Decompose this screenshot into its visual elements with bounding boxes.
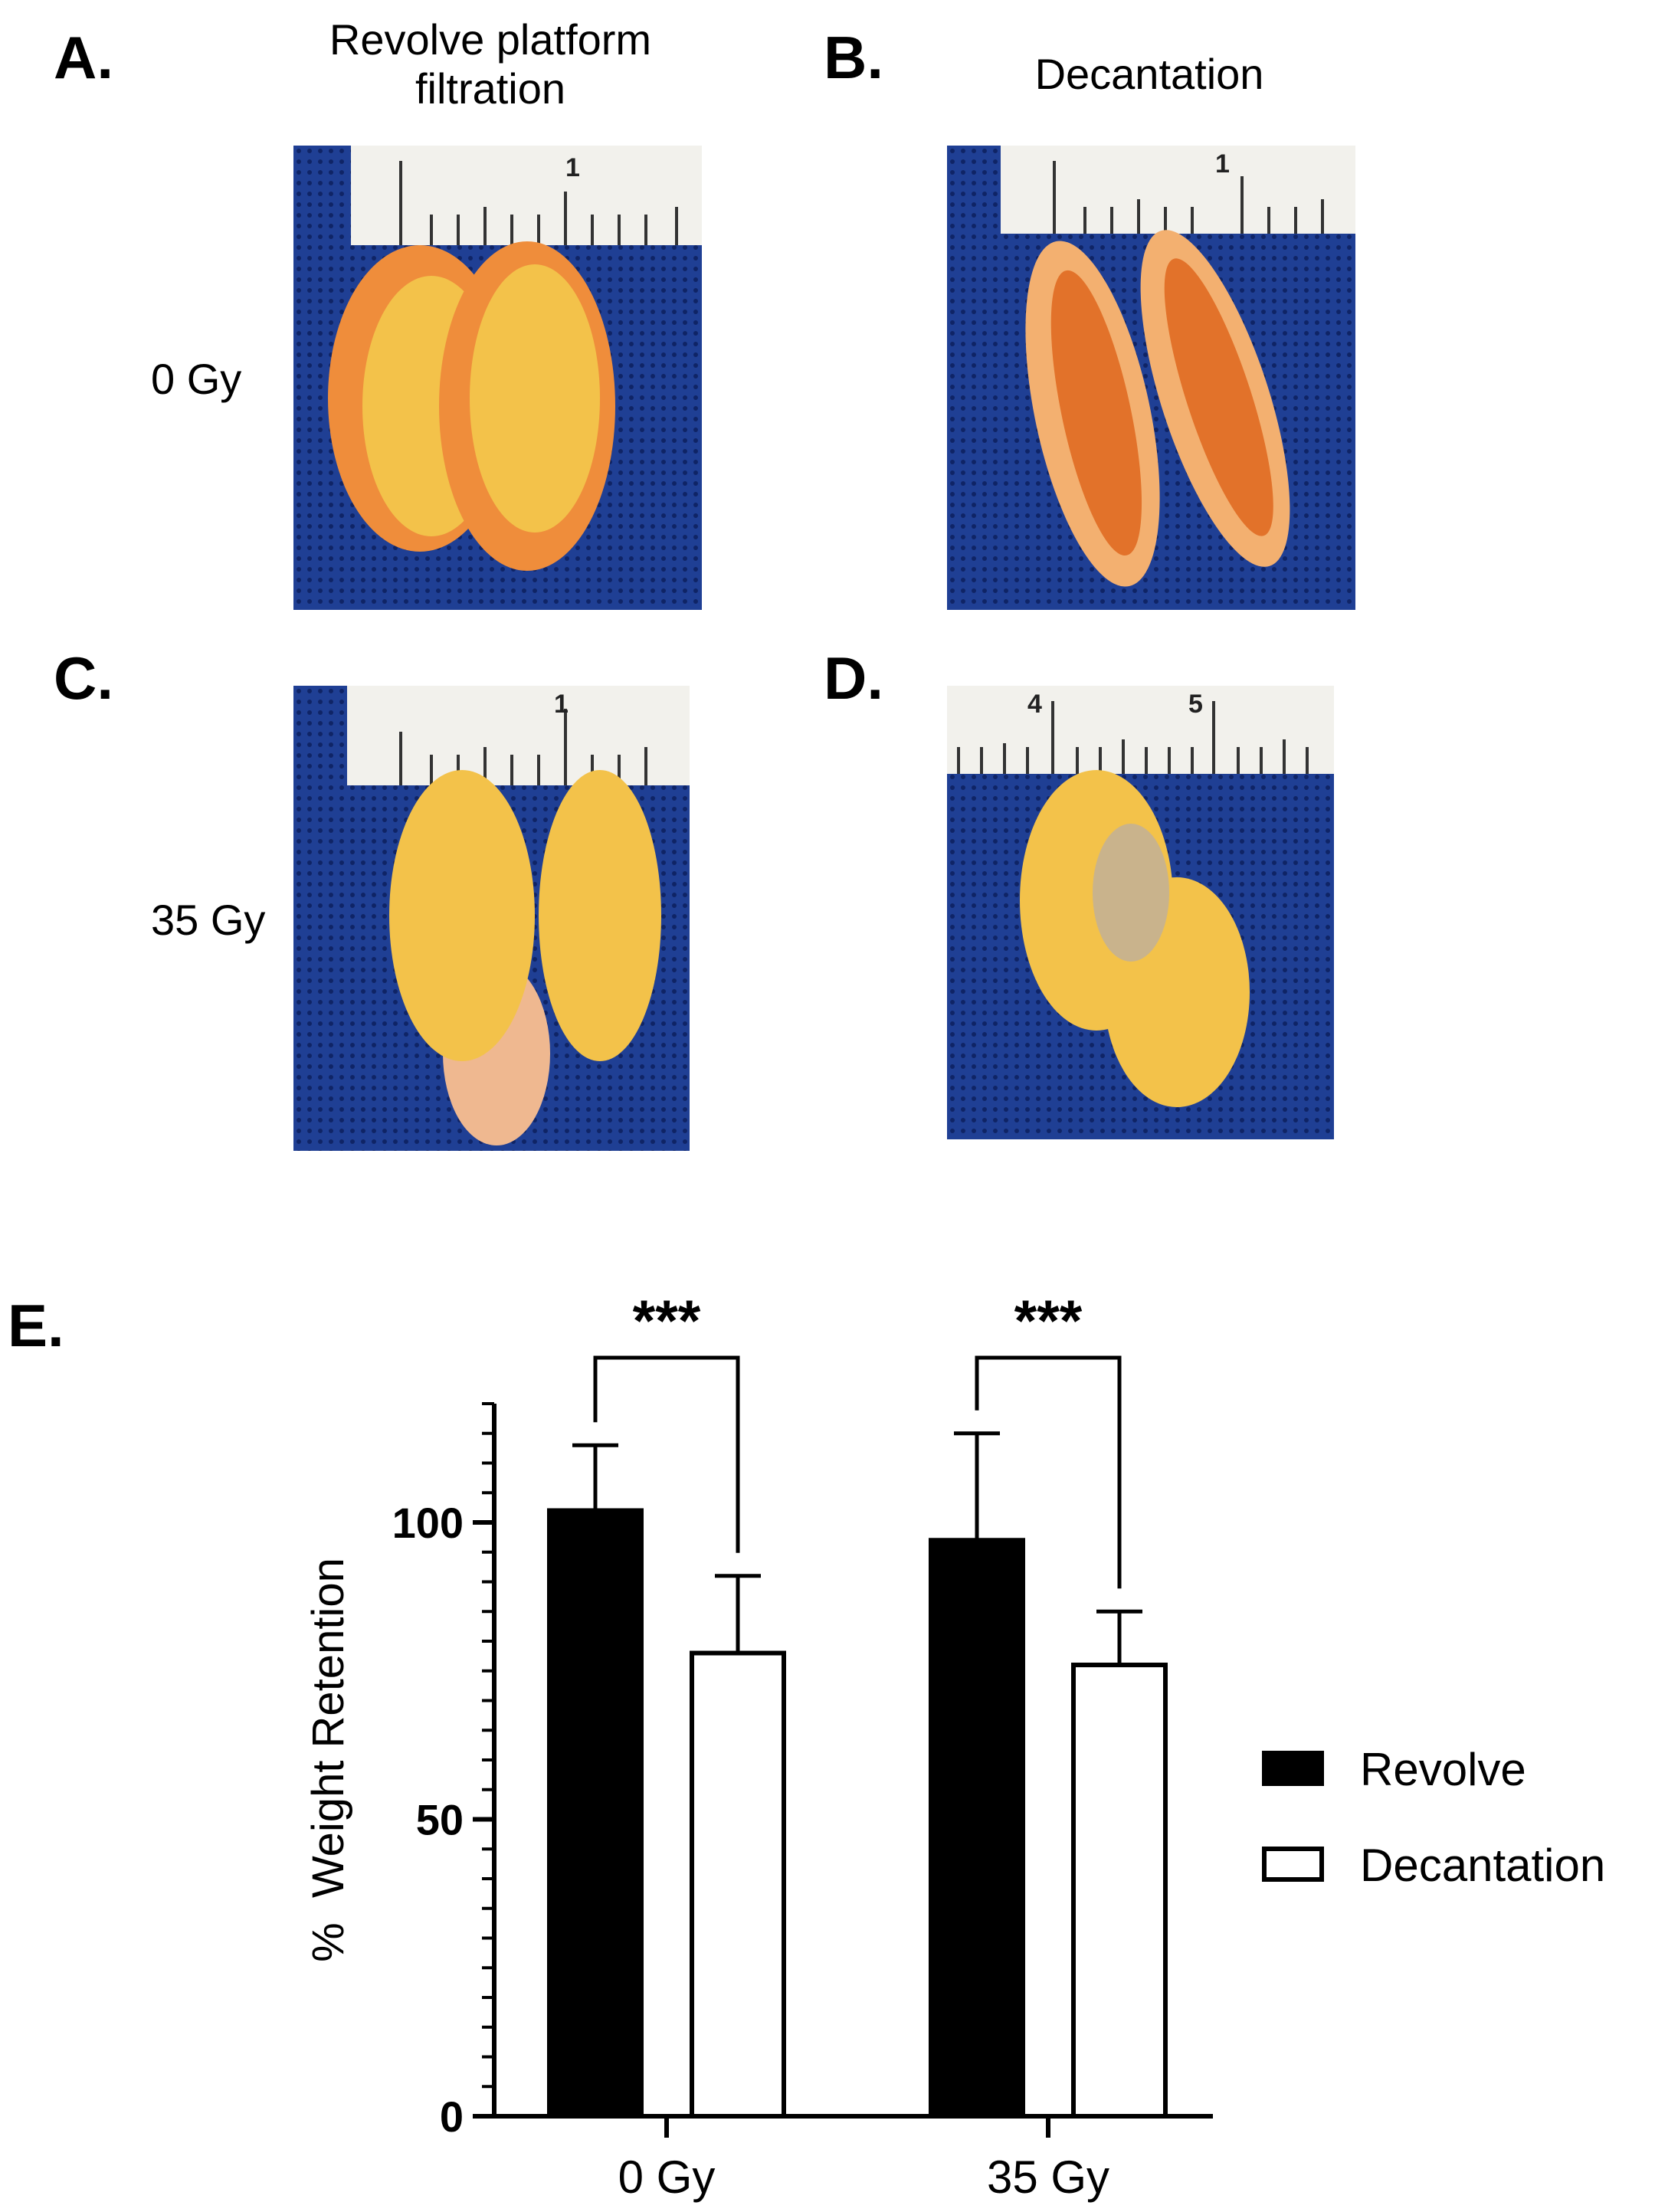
ruler-label-c: 1 bbox=[554, 690, 569, 719]
ruler-label-b: 1 bbox=[1215, 149, 1230, 179]
significance-bracket bbox=[975, 1355, 1122, 1589]
photo-c-revolve-35gy: 1 bbox=[293, 686, 690, 1151]
y-axis-label: % Weight Retention bbox=[303, 1558, 353, 1962]
x-tick-label: 0 Gy bbox=[618, 2151, 716, 2203]
panel-letter-e: E. bbox=[8, 1292, 64, 1359]
x-tick-label: 35 Gy bbox=[987, 2151, 1109, 2203]
photo-a-revolve-0gy: 1 bbox=[293, 146, 702, 610]
legend-swatch-decantation bbox=[1262, 1847, 1324, 1882]
y-tick-label: 0 bbox=[440, 2092, 464, 2141]
panel-letter-b: B. bbox=[824, 24, 883, 91]
significance-label: *** bbox=[633, 1289, 701, 1354]
y-tick-label: 50 bbox=[416, 1796, 464, 1844]
panel-letter-d: D. bbox=[824, 644, 883, 712]
ruler-label-d-1: 4 bbox=[1027, 690, 1042, 719]
significance-label: *** bbox=[1014, 1289, 1083, 1354]
bar-decantation-0gy bbox=[690, 1650, 786, 2119]
legend-swatch-revolve bbox=[1262, 1751, 1324, 1786]
bar-decantation-35gy bbox=[1071, 1663, 1168, 2119]
column-title-revolve: Revolve platform filtration bbox=[291, 15, 690, 113]
y-tick-label: 100 bbox=[392, 1499, 464, 1547]
ruler-label-a: 1 bbox=[565, 153, 580, 182]
panel-letter-a: A. bbox=[54, 24, 113, 91]
column-title-decantation: Decantation bbox=[1034, 50, 1264, 98]
bar-revolve-35gy bbox=[929, 1538, 1025, 2119]
bar-revolve-0gy bbox=[547, 1508, 644, 2119]
ruler-label-d-2: 5 bbox=[1188, 690, 1203, 719]
legend-label-decantation: Decantation bbox=[1360, 1840, 1605, 1891]
row-label-35gy: 35 Gy bbox=[151, 896, 266, 944]
photo-d-decantation-35gy: 4 5 bbox=[947, 686, 1334, 1139]
legend-label-revolve: Revolve bbox=[1360, 1744, 1526, 1795]
row-label-0gy: 0 Gy bbox=[151, 355, 242, 403]
column-title-line-2: filtration bbox=[415, 64, 566, 113]
photo-b-decantation-0gy: 1 bbox=[947, 146, 1355, 610]
weight-retention-chart: 0 50 100 % Weight Retention 0 Gy 35 Gy *** *** R… bbox=[303, 1289, 1605, 2203]
panel-letter-c: C. bbox=[54, 644, 113, 712]
column-title-line-1: Revolve platform bbox=[329, 15, 652, 64]
significance-bracket bbox=[593, 1355, 740, 1553]
